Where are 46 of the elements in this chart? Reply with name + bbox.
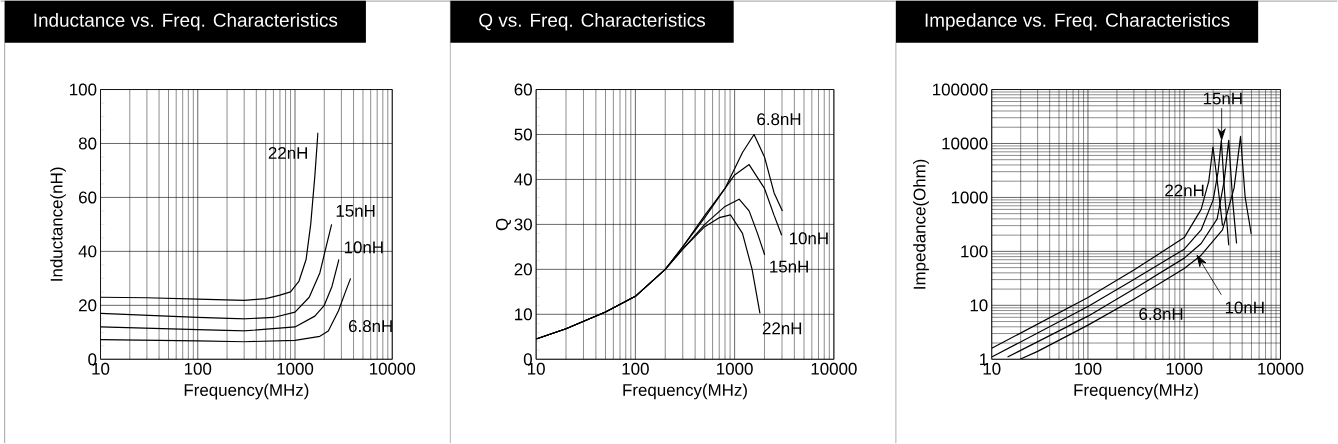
x-axis-title: Frequency(MHz) <box>623 383 747 400</box>
x-tick-label: 100 <box>622 362 649 375</box>
series-label: 10nH <box>789 232 828 245</box>
y-tick-label: 1000 <box>951 191 988 204</box>
y-tick-label: 10 <box>515 308 532 321</box>
text: 15nH <box>1203 92 1242 105</box>
y-tick-label: 20 <box>514 263 532 276</box>
x-tick-label: 100 <box>1075 362 1102 375</box>
x-tick-label: 10000 <box>811 362 857 375</box>
x-tick-label: 1000 <box>1166 362 1203 375</box>
legend-label: 10nH <box>1225 301 1264 314</box>
y-tick-label: 50 <box>514 128 532 141</box>
series-label: 15nH <box>770 260 808 273</box>
chart-title: Q vs. Freq. Characteristics <box>479 13 706 31</box>
series-label: 6.8nH <box>1139 308 1183 321</box>
y-tick-label: 30 <box>514 218 532 231</box>
x-tick-label: 1000 <box>717 362 753 375</box>
series-label: 22nH <box>762 322 802 335</box>
series-label: 6.8nH <box>348 320 392 333</box>
y-tick-label: 80 <box>78 137 97 150</box>
x-axis-title: Frequency(MHz) <box>184 383 309 400</box>
y-tick-label: 60 <box>514 83 532 96</box>
y-tick-label: 100000 <box>933 83 988 96</box>
y-tick-label: 100 <box>961 245 988 258</box>
series-label: 22nH <box>268 147 307 159</box>
x-tick-label: 1000 <box>277 362 314 375</box>
series-label: 22nH <box>1165 184 1204 197</box>
chart-title: Inductance vs. Freq. Characteristics <box>34 13 338 31</box>
x-tick-label: 100 <box>184 362 212 375</box>
y-axis-title: Q <box>495 218 511 231</box>
y-tick-label: 100 <box>70 83 97 96</box>
x-axis-title: Frequency(MHz) <box>1074 383 1199 400</box>
y-tick-label: 40 <box>78 245 97 258</box>
series-label: 10nH <box>344 241 383 254</box>
y-axis-title: Inductance(nH) <box>50 167 66 281</box>
series-label: 15nH <box>336 205 375 217</box>
y-tick-label: 60 <box>79 191 97 204</box>
x-tick-label: 10000 <box>1258 362 1304 375</box>
y-tick-label: 10000 <box>942 137 988 150</box>
y-tick-label: 20 <box>79 299 97 312</box>
x-tick-label: 10000 <box>370 362 416 375</box>
chart-title: Impedance vs. Freq. Characteristics <box>925 13 1230 31</box>
series-label: 6.8nH <box>757 113 801 126</box>
y-axis-title: Impedance(Ohm) <box>913 159 929 289</box>
y-tick-label: 40 <box>514 173 532 186</box>
y-tick-label: 10 <box>970 299 988 312</box>
